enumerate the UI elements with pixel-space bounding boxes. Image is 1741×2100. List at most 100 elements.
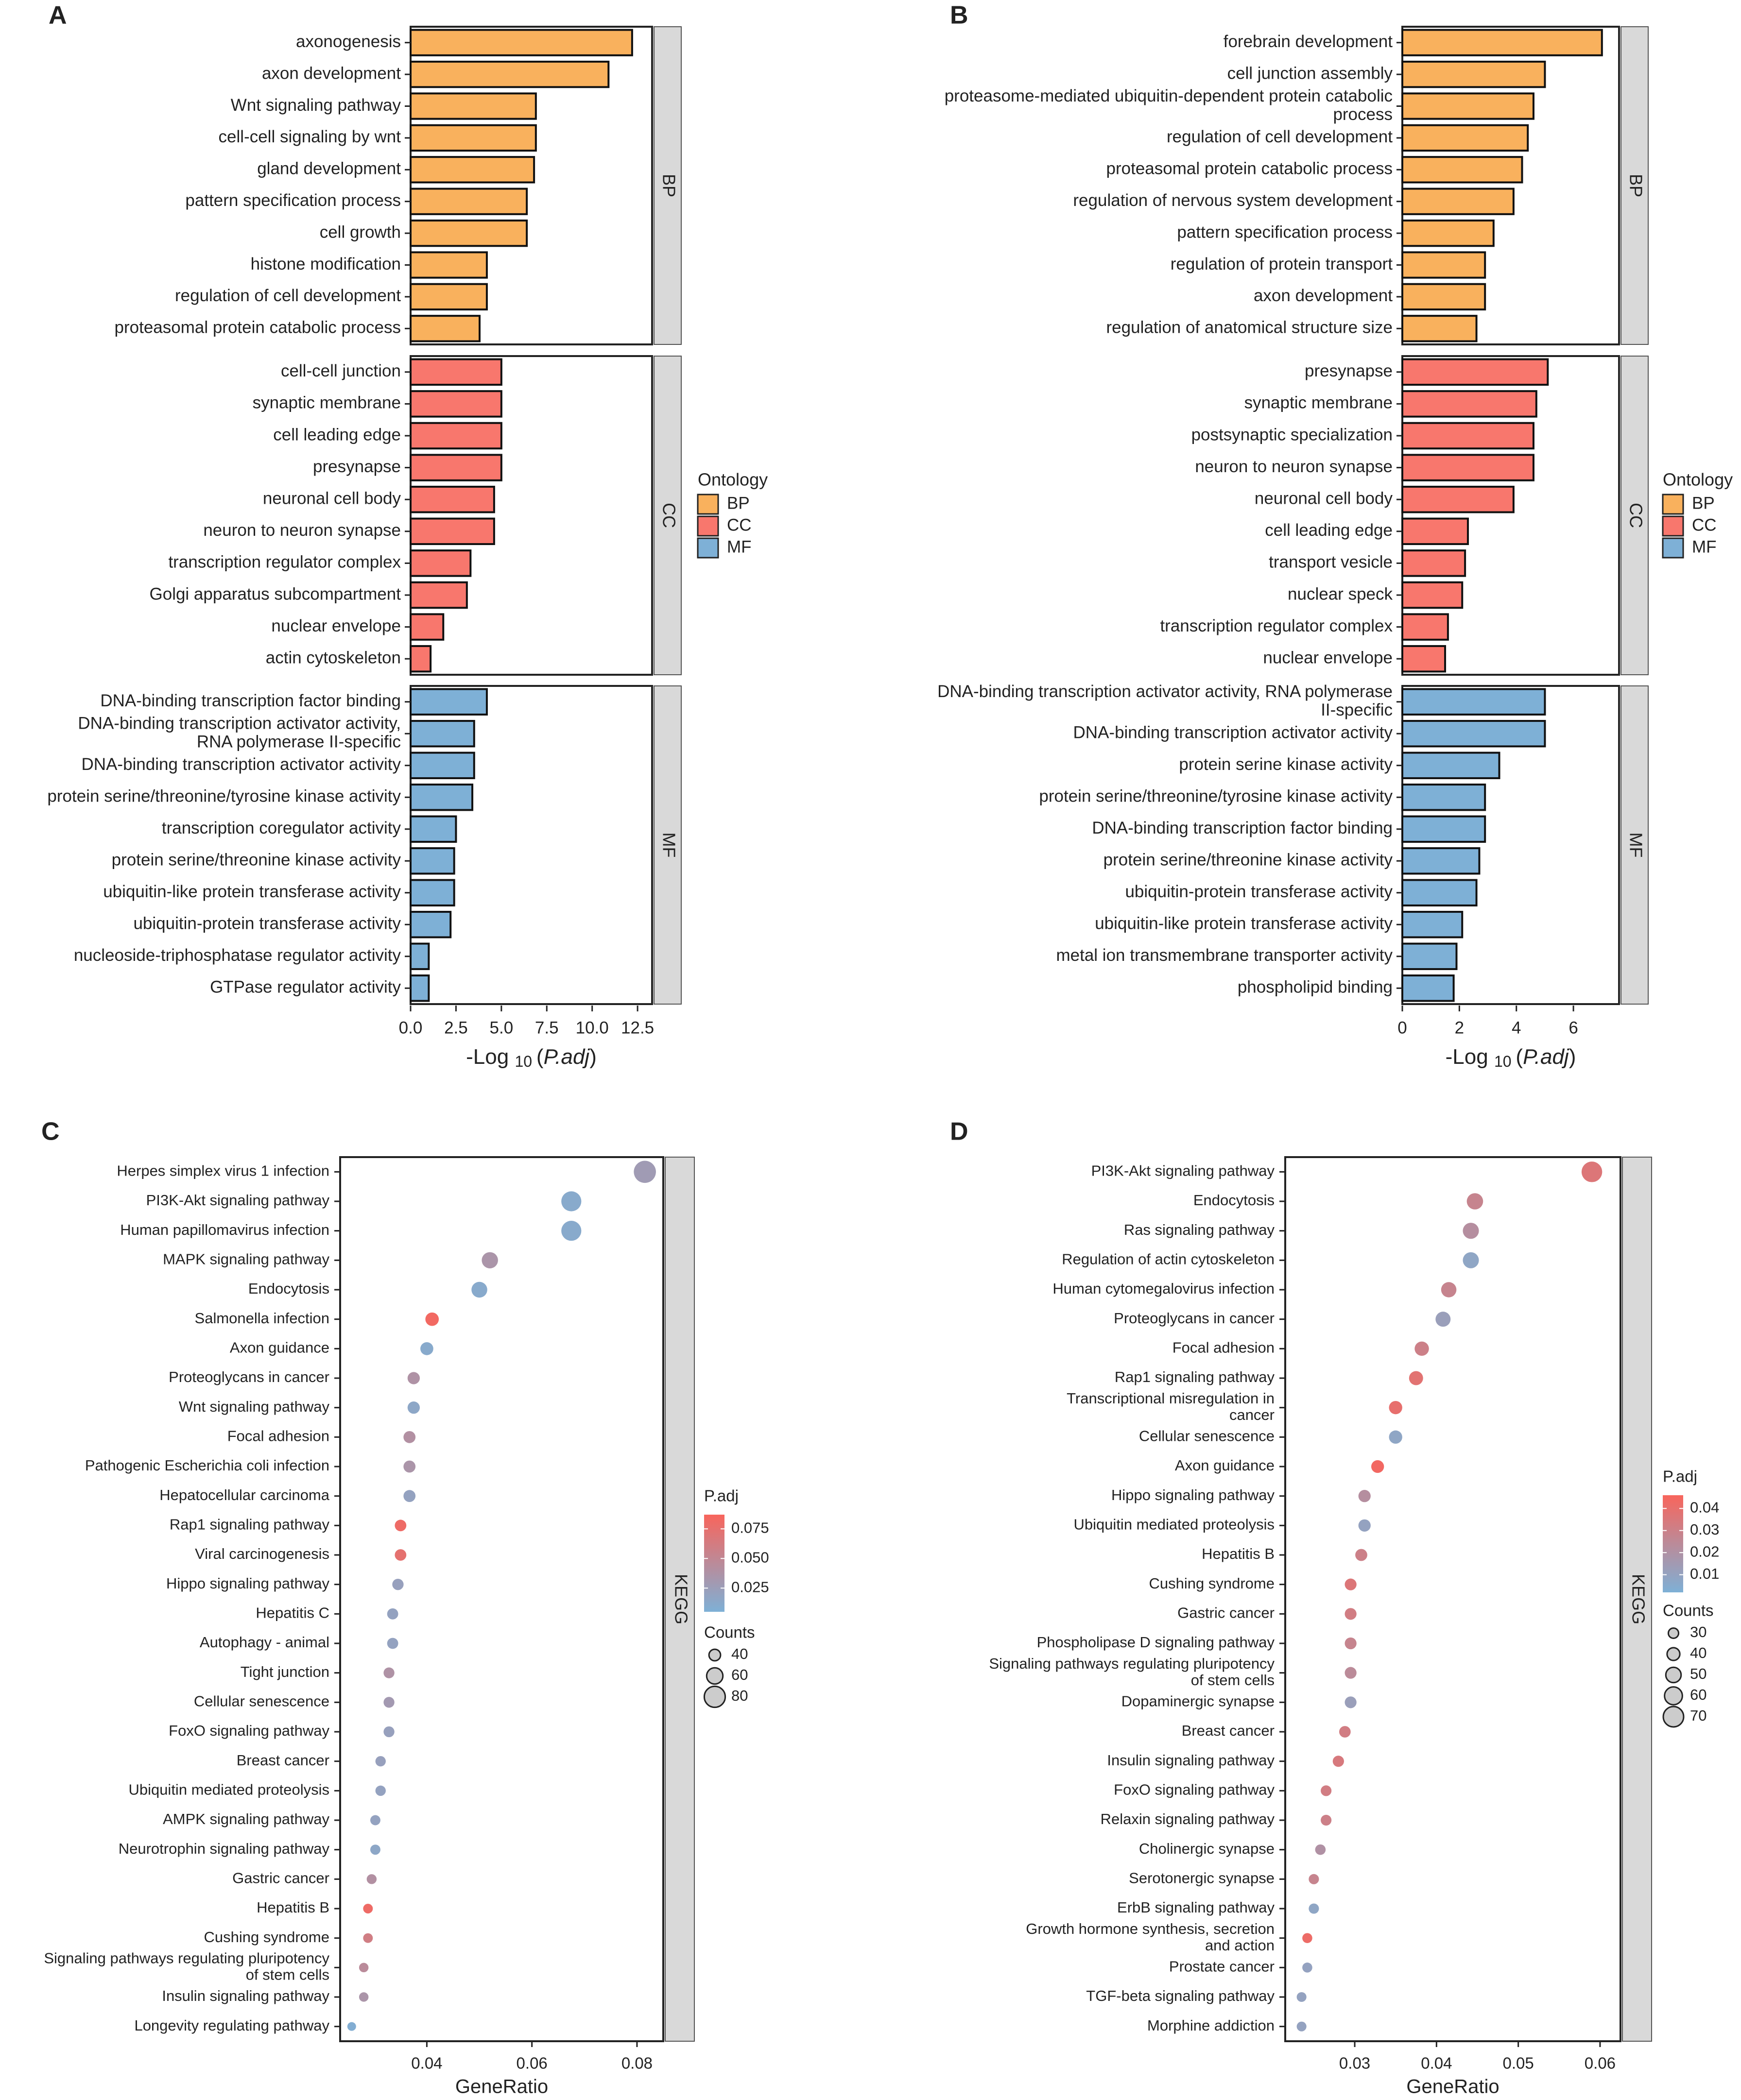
pathway-label-8-line-1: cancer bbox=[1229, 1406, 1275, 1423]
pathway-label-7: Rap1 signaling pathway bbox=[1115, 1368, 1275, 1385]
dot-2 bbox=[561, 1221, 582, 1241]
facet-strip bbox=[665, 1157, 695, 2042]
bar-cc-1 bbox=[1401, 390, 1537, 418]
bar-mf-8 bbox=[410, 942, 430, 970]
dot-22 bbox=[370, 1815, 380, 1826]
x-tick-label-2: 5.0 bbox=[490, 1018, 514, 1037]
bar-label-cc-3: neuron to neuron synapse bbox=[1195, 457, 1393, 476]
bar-cc-6 bbox=[410, 549, 472, 577]
dot-7 bbox=[407, 1372, 420, 1384]
x-tick-label-0: 0 bbox=[1397, 1018, 1407, 1037]
bar-cc-2 bbox=[410, 422, 502, 450]
bar-label-mf-6: ubiquitin-like protein transferase activ… bbox=[103, 882, 401, 901]
bar-label-cc-0: presynapse bbox=[1305, 361, 1393, 380]
dot-15 bbox=[387, 1608, 398, 1620]
size-legend-title: Counts bbox=[1663, 1602, 1714, 1620]
bar-label-bp-6: pattern specification process bbox=[1177, 222, 1393, 241]
pathway-label-27-line-1: of stem cells bbox=[246, 1966, 329, 1983]
facet-strip-label-bp: BP bbox=[1626, 174, 1646, 197]
bar-label-cc-1: synaptic membrane bbox=[1244, 393, 1393, 412]
bar-label-mf-2: DNA-binding transcription activator acti… bbox=[82, 755, 401, 774]
bar-cc-7 bbox=[1401, 581, 1464, 609]
pathway-label-9: Focal adhesion bbox=[227, 1428, 329, 1445]
pathway-label-25: Hepatitis B bbox=[257, 1899, 329, 1916]
pathway-label-11: Hepatocellular carcinoma bbox=[159, 1486, 330, 1503]
pathway-label-14: Hippo signaling pathway bbox=[166, 1575, 330, 1592]
colorbar bbox=[704, 1515, 724, 1612]
dot-16 bbox=[1345, 1637, 1357, 1650]
x-axis-title: GeneRatio bbox=[1406, 2076, 1499, 2098]
colorbar-label-0: 0.01 bbox=[1690, 1565, 1719, 1582]
panel-c-dot-chart: C KEGG Herpes simplex virus 1 infection PI3… bbox=[41, 1118, 769, 2098]
bar-cc-9 bbox=[410, 645, 432, 673]
bar-label-bp-7: regulation of protein transport bbox=[1171, 255, 1393, 273]
pathway-label-7: Proteoglycans in cancer bbox=[169, 1368, 329, 1385]
dot-12 bbox=[395, 1520, 407, 1532]
bar-label-mf-1: DNA-binding transcription activator acti… bbox=[1073, 723, 1393, 742]
bar-label-bp-5: pattern specification process bbox=[185, 191, 401, 210]
bar-label-bp-4: gland development bbox=[257, 159, 401, 178]
panel-a-bar-chart: A BP axonogenesis axon development Wnt signa… bbox=[47, 1, 768, 1071]
pathway-label-29: Longevity regulating pathway bbox=[134, 2017, 329, 2034]
colorbar-label-1: 0.050 bbox=[731, 1549, 769, 1566]
pathway-label-17-line-0: Signaling pathways regulating pluripoten… bbox=[989, 1655, 1275, 1672]
facet-frame-cc bbox=[1401, 355, 1620, 676]
legend-label-bp: BP bbox=[1692, 494, 1715, 512]
bar-label-mf-3: protein serine/threonine/tyrosine kinase… bbox=[47, 787, 401, 806]
colorbar bbox=[1663, 1495, 1683, 1592]
x-axis-title: GeneRatio bbox=[455, 2076, 548, 2098]
pathway-label-25: ErbB signaling pathway bbox=[1117, 1899, 1275, 1916]
x-tick-label-3: 7.5 bbox=[535, 1018, 559, 1037]
bar-label-cc-4: neuronal cell body bbox=[1255, 489, 1393, 508]
colorbar-label-3: 0.04 bbox=[1690, 1499, 1719, 1516]
dot-13 bbox=[1355, 1549, 1367, 1561]
pathway-label-8: Wnt signaling pathway bbox=[179, 1398, 330, 1415]
size-key-1 bbox=[1666, 1647, 1681, 1661]
pathway-label-19: FoxO signaling pathway bbox=[169, 1722, 329, 1739]
bar-label-mf-4: transcription coregulator activity bbox=[162, 819, 401, 837]
pathway-label-14: Cushing syndrome bbox=[1149, 1575, 1275, 1592]
size-key-label-1: 60 bbox=[731, 1666, 748, 1683]
pathway-label-15: Gastric cancer bbox=[1177, 1605, 1275, 1622]
bar-label-bp-0: axonogenesis bbox=[296, 32, 401, 51]
pathway-label-17-line-1: of stem cells bbox=[1191, 1672, 1275, 1689]
bar-cc-7 bbox=[410, 581, 468, 609]
pathway-label-0: Herpes simplex virus 1 infection bbox=[117, 1162, 329, 1179]
pathway-label-4: Human cytomegalovirus infection bbox=[1052, 1280, 1275, 1297]
bar-label-bp-1: axon development bbox=[262, 64, 401, 83]
x-tick-label-3: 0.06 bbox=[1585, 2054, 1616, 2072]
x-tick-label-1: 2.5 bbox=[444, 1018, 468, 1037]
size-key-4 bbox=[1662, 1706, 1685, 1728]
pathway-label-3: MAPK signaling pathway bbox=[163, 1251, 329, 1268]
bar-bp-2 bbox=[1401, 92, 1534, 120]
bar-bp-5 bbox=[410, 188, 528, 215]
bar-mf-0 bbox=[1401, 688, 1546, 716]
bar-label-mf-4: DNA-binding transcription factor binding bbox=[1092, 819, 1393, 837]
pathway-label-19: Breast cancer bbox=[1182, 1722, 1275, 1739]
bar-mf-1 bbox=[410, 720, 475, 748]
bar-bp-6 bbox=[410, 219, 528, 247]
size-key-label-4: 70 bbox=[1690, 1707, 1707, 1724]
colorbar-label-0: 0.025 bbox=[731, 1578, 769, 1595]
colorbar-label-2: 0.075 bbox=[731, 1519, 769, 1536]
dot-25 bbox=[363, 1904, 373, 1913]
legend-label-bp: BP bbox=[727, 494, 750, 512]
bar-cc-3 bbox=[1401, 454, 1534, 481]
bar-label-bp-0: forebrain development bbox=[1224, 32, 1393, 51]
pathway-label-26-line-1: and action bbox=[1205, 1937, 1275, 1954]
facet-strip-cc bbox=[1620, 356, 1649, 675]
bar-label-cc-2: cell leading edge bbox=[273, 425, 401, 444]
legend-label-mf: MF bbox=[1692, 537, 1717, 556]
legend-key-cc bbox=[1662, 515, 1684, 537]
bar-label-mf-2: protein serine kinase activity bbox=[1179, 755, 1393, 774]
bar-label-cc-4: neuronal cell body bbox=[263, 489, 401, 508]
dot-26 bbox=[363, 1933, 373, 1943]
pathway-label-28: TGF-beta signaling pathway bbox=[1086, 1987, 1275, 2004]
bar-bp-4 bbox=[1401, 156, 1523, 184]
bar-cc-0 bbox=[410, 358, 502, 386]
panel-b-bar-chart: B BP forebrain development cell junction as… bbox=[937, 1, 1733, 1071]
legend-label-cc: CC bbox=[727, 515, 752, 534]
legend-title: Ontology bbox=[1663, 470, 1733, 490]
bar-label-cc-5: neuron to neuron synapse bbox=[203, 521, 401, 540]
